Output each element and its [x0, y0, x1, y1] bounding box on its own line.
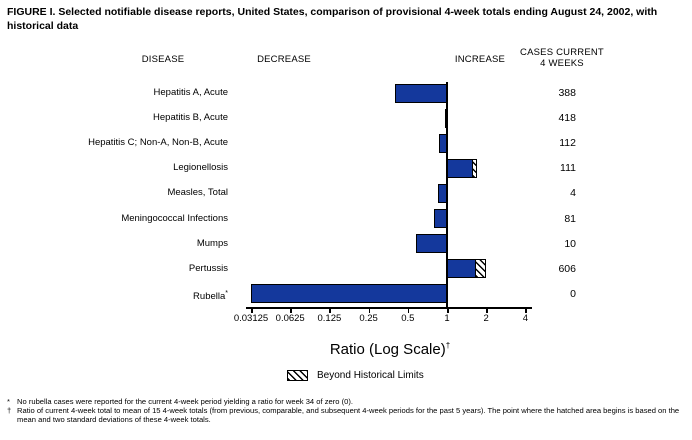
- x-tick: [447, 308, 449, 313]
- column-header-decrease: DECREASE: [257, 54, 311, 65]
- ratio-bar: [438, 183, 447, 203]
- bar-solid-segment: [448, 159, 472, 177]
- disease-label: Legionellosis: [173, 162, 228, 174]
- footnote-marker: †: [7, 405, 12, 415]
- footnote-marker: *: [7, 397, 10, 406]
- disease-label: Hepatitis A, Acute: [153, 87, 228, 98]
- x-tick: [368, 308, 371, 313]
- cases-value: 0: [570, 287, 576, 300]
- footnotes: * No rubella cases were reported for the…: [7, 397, 687, 425]
- x-tick-label: 0.125: [317, 313, 342, 324]
- cases-value: 4: [570, 187, 576, 200]
- x-axis-title-text: Ratio (Log Scale): [329, 341, 446, 358]
- cases-value: 606: [558, 262, 576, 275]
- disease-label: Mumps: [196, 237, 228, 249]
- ratio-1-reference-line: [446, 82, 448, 308]
- ratio-bar: [447, 259, 486, 279]
- footnote-asterisk: * No rubella cases were reported for the…: [7, 397, 687, 407]
- x-tick-label: 1: [444, 313, 450, 324]
- column-header-disease: DISEASE: [141, 54, 185, 65]
- x-tick-label: 0.03125: [233, 313, 269, 324]
- column-header-cases-current-4-weeks: CASES CURRENT 4 WEEKS: [512, 47, 612, 69]
- cases-value: 388: [558, 87, 576, 99]
- x-tick: [407, 308, 410, 313]
- figure-title: FIGURE I. Selected notifiable disease re…: [7, 6, 658, 32]
- x-axis-title: Ratio (Log Scale)†: [240, 341, 540, 358]
- cases-value: 418: [558, 112, 576, 125]
- cases-value: 10: [564, 237, 576, 250]
- disease-label: Meningococcal Infections: [121, 212, 228, 224]
- beyond-historical-limits-hatch-swatch: [287, 370, 308, 381]
- ratio-bar: [416, 234, 447, 254]
- column-header-cases-line2: 4 WEEKS: [540, 58, 584, 69]
- x-tick: [251, 308, 253, 313]
- disease-label: Hepatitis C; Non-A, Non-B, Acute: [88, 137, 228, 149]
- x-tick: [329, 308, 331, 313]
- x-tick-label: 2: [483, 313, 489, 324]
- disease-label: Measles, Total: [167, 187, 228, 199]
- x-tick-label: 4: [522, 313, 529, 324]
- footnote-text: No rubella cases were reported for the c…: [17, 397, 353, 406]
- x-tick-label: 0.0625: [275, 313, 305, 324]
- bar-beyond-limits-hatch-segment: [475, 260, 485, 278]
- ratio-bar: [445, 108, 448, 128]
- ratio-bar: [395, 83, 447, 103]
- footnote-text: Ratio of current 4-week total to mean of…: [17, 405, 680, 424]
- ratio-bar: [447, 158, 477, 178]
- x-tick-label: 0.5: [401, 313, 415, 324]
- dagger-superscript: †: [445, 341, 451, 350]
- ratio-bar: [251, 284, 447, 304]
- column-header-increase: INCREASE: [454, 54, 506, 65]
- cases-value: 111: [560, 162, 576, 175]
- legend-label: Beyond Historical Limits: [317, 370, 424, 381]
- x-tick-label: 0.25: [359, 313, 378, 324]
- asterisk-superscript: *: [225, 289, 228, 297]
- cases-value: 112: [559, 137, 576, 150]
- x-tick: [525, 308, 527, 313]
- x-tick: [290, 308, 292, 313]
- ratio-bar: [439, 133, 447, 153]
- column-header-cases-line1: CASES CURRENT: [520, 47, 604, 58]
- ratio-bar: [433, 209, 447, 228]
- disease-label: Hepatitis B, Acute: [153, 112, 228, 124]
- x-axis-line: [246, 307, 532, 309]
- disease-label: Pertussis: [188, 262, 228, 274]
- footnote-dagger: † Ratio of current 4-week total to mean …: [7, 405, 687, 425]
- disease-label: Rubella*: [193, 289, 228, 302]
- bar-beyond-limits-hatch-segment: [471, 159, 476, 177]
- x-tick: [486, 308, 488, 313]
- cases-value: 81: [564, 212, 576, 225]
- bar-solid-segment: [448, 260, 476, 278]
